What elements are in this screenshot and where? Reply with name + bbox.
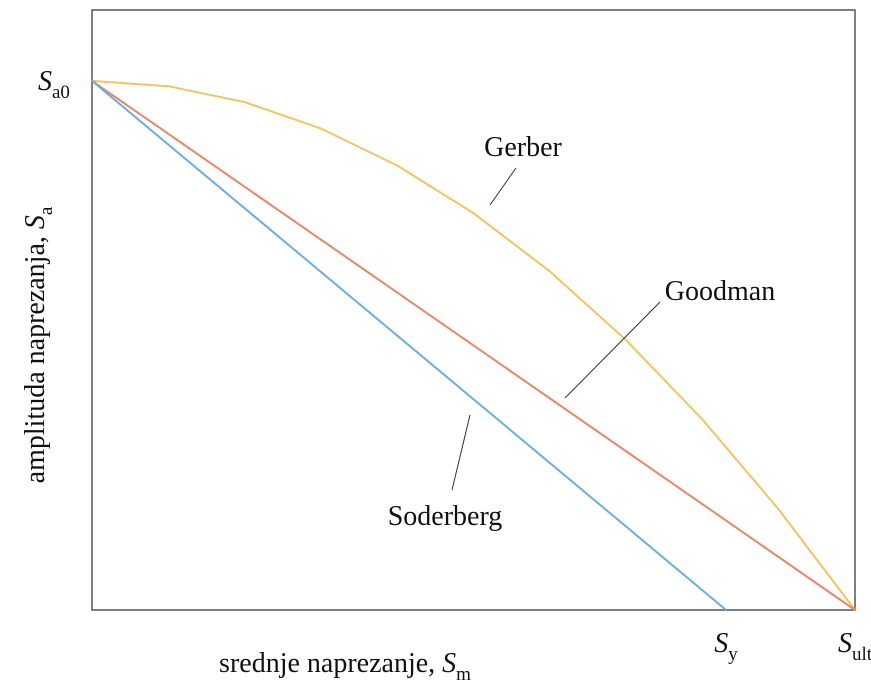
leader-line [489,167,517,206]
series-label: Goodman [665,276,775,307]
x-axis-label-sub: m [456,664,471,685]
x-tick-label: Sult [838,628,871,665]
y-axis-label: amplituda naprezanja, Sa [20,206,57,483]
series-label: Soderberg [388,501,503,532]
leader-line [564,301,661,399]
y-axis-label-text: amplituda naprezanja, [20,236,51,483]
series-line [91,80,727,611]
y-tick-label: Sa0 [38,66,70,103]
leader-line [451,414,471,491]
series-line [91,80,856,611]
series-line [91,79,856,611]
y-tick-label-symbol: S [38,66,52,97]
x-tick-label-sub: y [728,644,738,665]
x-tick-label-symbol: S [714,628,728,659]
series-label: Gerber [484,132,562,163]
x-tick-label-sub: ult [852,644,871,665]
y-tick-label-sub: a0 [52,82,70,103]
x-tick-label: Sy [714,628,738,665]
x-axis-label-symbol: S [442,648,456,679]
x-tick-label-symbol: S [838,628,852,659]
x-axis-label-text: srednje naprezanje, [219,648,435,679]
x-axis-label: srednje naprezanje, Sm [219,648,471,685]
y-axis-label-sub: a [36,206,57,215]
y-axis-label-symbol: S [20,215,51,229]
plot-frame [91,9,856,611]
